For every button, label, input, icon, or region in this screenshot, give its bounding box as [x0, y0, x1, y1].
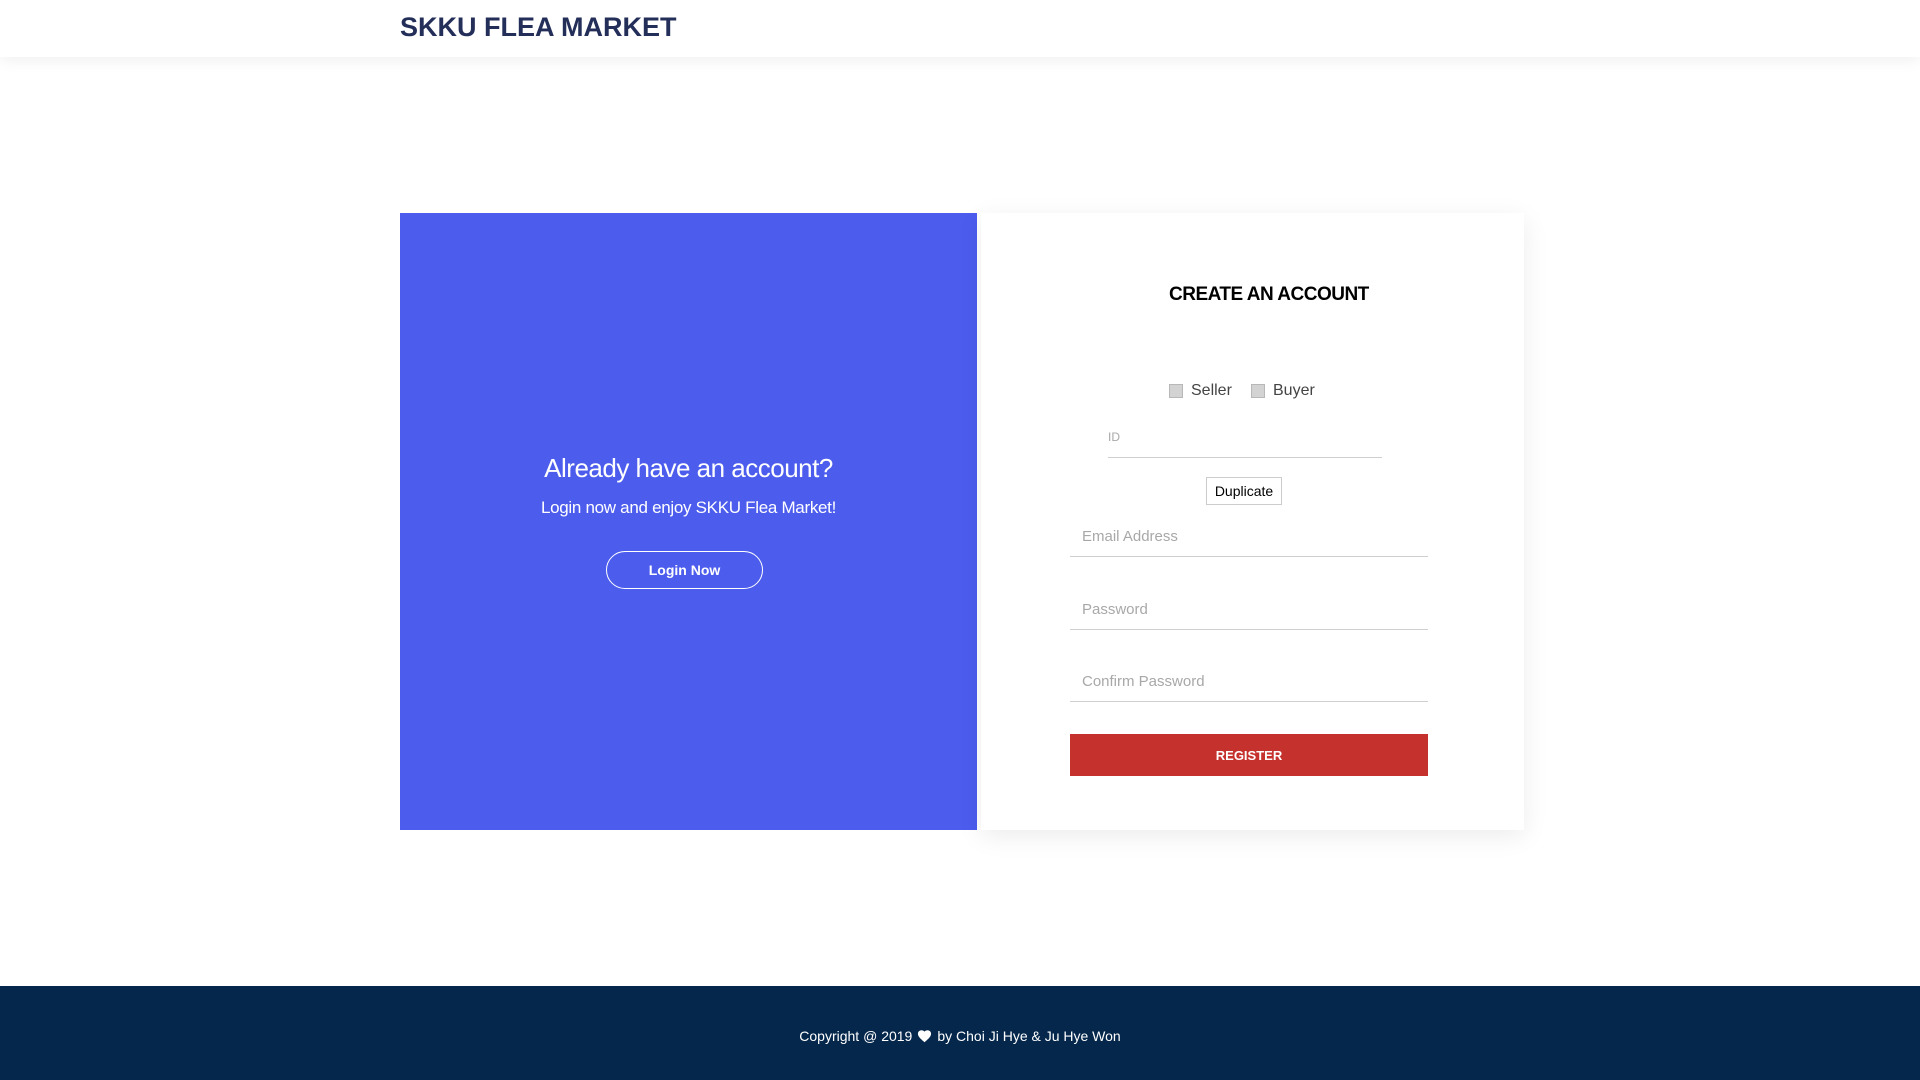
id-field: [1108, 428, 1382, 458]
register-button[interactable]: REGISTER: [1070, 734, 1428, 776]
seller-label: Seller: [1191, 382, 1232, 399]
login-now-button[interactable]: Login Now: [606, 551, 763, 589]
heart-icon: [917, 1029, 932, 1043]
confirm-password-field: [1070, 666, 1440, 702]
login-heading: Already have an account?: [544, 453, 833, 483]
password-field: [1070, 594, 1440, 630]
copyright-suffix: by Choi Ji Hye & Ju Hye Won: [937, 1028, 1121, 1044]
login-subtext: Login now and enjoy SKKU Flea Market!: [540, 498, 837, 517]
site-footer: [0, 986, 1920, 1080]
duplicate-check-button[interactable]: Duplicate: [1206, 477, 1282, 505]
confirm-password-input[interactable]: [1070, 666, 1440, 696]
seller-role-option[interactable]: Seller: [1169, 382, 1232, 400]
password-input[interactable]: [1070, 594, 1440, 624]
id-input[interactable]: [1108, 430, 1382, 444]
site-header: [0, 0, 1920, 57]
email-input[interactable]: [1070, 521, 1440, 551]
buyer-checkbox[interactable]: [1251, 384, 1265, 398]
footer-copyright: Copyright @ 2019 by Choi Ji Hye & Ju Hye…: [0, 1028, 1920, 1044]
copyright-prefix: Copyright @ 2019: [799, 1028, 913, 1044]
buyer-label: Buyer: [1273, 382, 1315, 399]
seller-checkbox[interactable]: [1169, 384, 1183, 398]
email-field: [1070, 521, 1440, 557]
site-title[interactable]: SKKU FLEA MARKET: [400, 12, 677, 42]
buyer-role-option[interactable]: Buyer: [1251, 382, 1315, 400]
login-panel: [400, 213, 977, 830]
register-title: CREATE AN ACCOUNT: [1169, 284, 1369, 305]
